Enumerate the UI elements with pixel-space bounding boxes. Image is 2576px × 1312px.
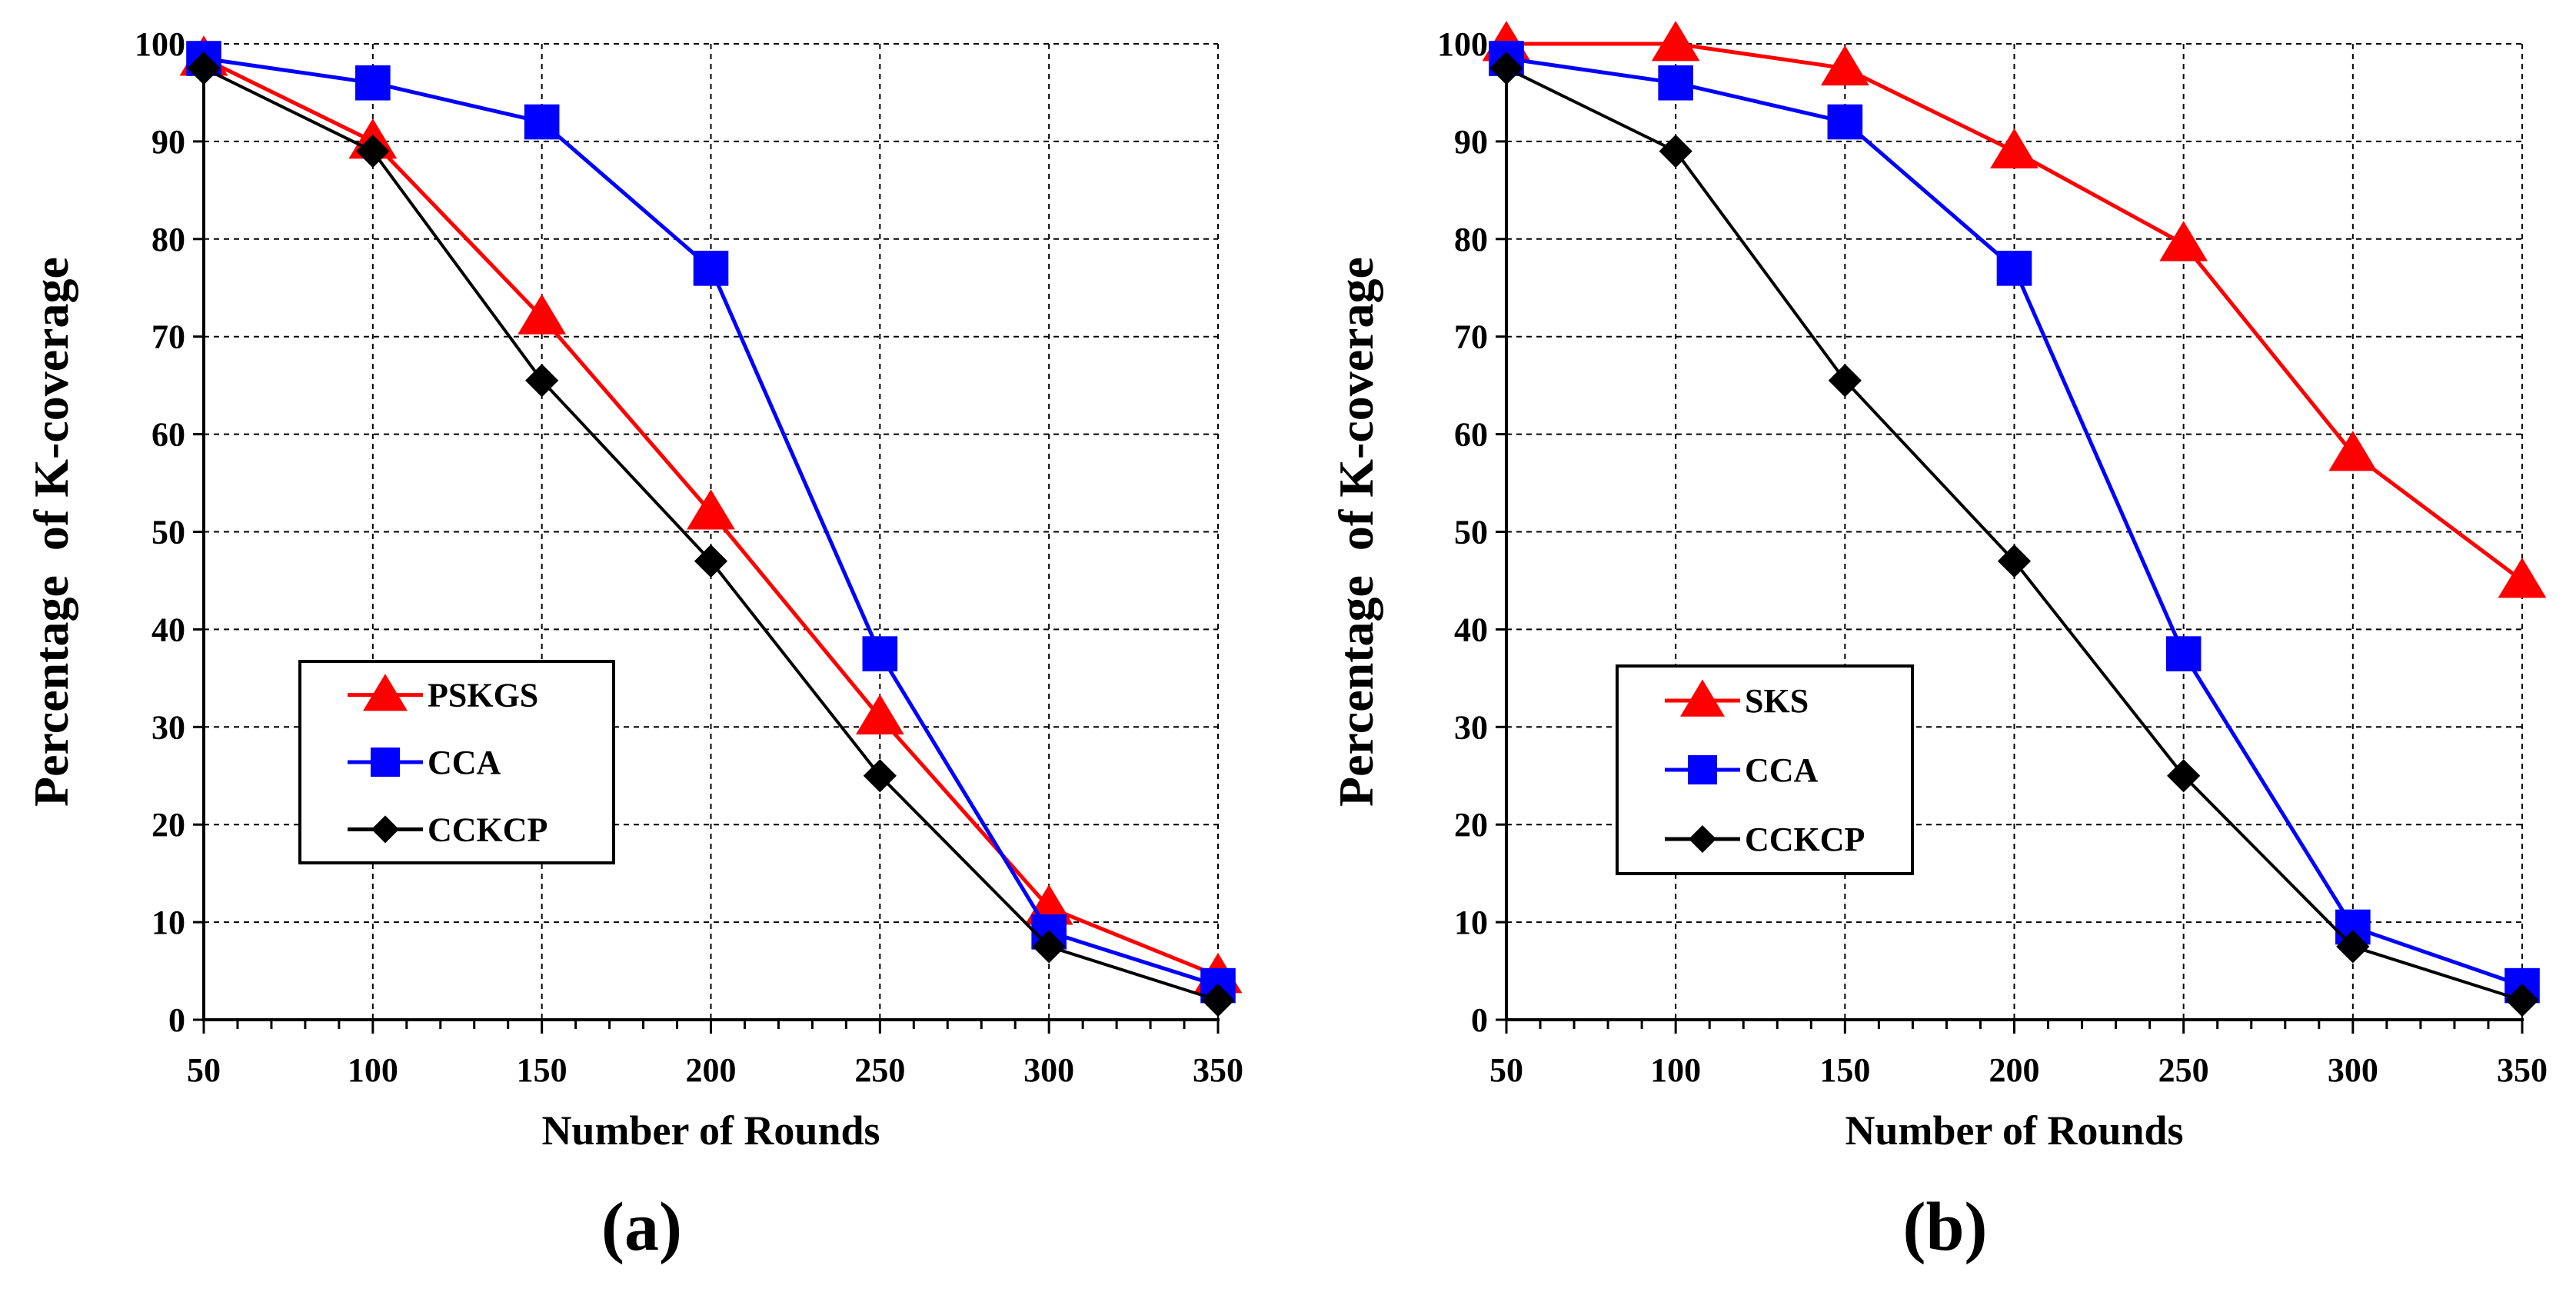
legend-label: CCA bbox=[428, 744, 501, 781]
y-axis-label: Percentage of K-coverage bbox=[1329, 257, 1383, 807]
y-tick-label: 50 bbox=[1454, 514, 1488, 551]
y-tick-label: 60 bbox=[1454, 416, 1488, 454]
y-tick-label: 100 bbox=[135, 25, 185, 63]
legend-label: CCKCP bbox=[428, 811, 547, 848]
panel-label: (b) bbox=[1903, 1189, 1988, 1265]
y-tick-label: 40 bbox=[1454, 611, 1488, 648]
data-point bbox=[2167, 759, 2201, 793]
legend-marker bbox=[1688, 755, 1717, 784]
chart-panel-1: 0 10 20 30 40 50 60 70 80 90 100 50 100 150 200 250 300 3… bbox=[24, 25, 1243, 1265]
panel-label: (a) bbox=[601, 1189, 682, 1265]
data-point bbox=[855, 694, 904, 735]
y-tick-label: 90 bbox=[1454, 123, 1488, 161]
y-tick-label: 30 bbox=[151, 708, 185, 746]
y-tick-label: 20 bbox=[1454, 806, 1488, 844]
y-axis-label: Percentage of K-coverage bbox=[24, 257, 78, 807]
data-point bbox=[1990, 128, 2039, 169]
data-point bbox=[1651, 21, 1700, 62]
x-tick-label: 300 bbox=[2328, 1051, 2378, 1089]
data-point bbox=[1828, 364, 1862, 398]
y-tick-label: 0 bbox=[1471, 1001, 1488, 1039]
y-tick-label: 60 bbox=[151, 416, 185, 454]
x-tick-label: 100 bbox=[1650, 1051, 1701, 1089]
x-tick-label: 300 bbox=[1023, 1051, 1074, 1089]
chart-panel-2: 0 10 20 30 40 50 60 70 80 90 100 50 100 150 200 250 300 3… bbox=[1329, 21, 2548, 1265]
data-point bbox=[1820, 45, 1869, 86]
x-axis-label: Number of Rounds bbox=[541, 1107, 880, 1154]
data-point bbox=[1201, 984, 1235, 1017]
data-point bbox=[687, 489, 735, 530]
legend-label: PSKGS bbox=[428, 677, 538, 714]
x-tick-label: 250 bbox=[2158, 1051, 2209, 1089]
y-tick-label: 70 bbox=[1454, 318, 1488, 356]
y-tick-label: 80 bbox=[151, 221, 185, 258]
x-tick-label: 250 bbox=[854, 1051, 905, 1089]
series-cckcp bbox=[187, 52, 1235, 1017]
legend-label: SKS bbox=[1745, 682, 1809, 720]
y-tick-label: 100 bbox=[1437, 25, 1488, 63]
data-point bbox=[2505, 984, 2539, 1017]
data-point bbox=[1659, 134, 1692, 168]
x-tick-label: 50 bbox=[187, 1051, 221, 1089]
data-point bbox=[355, 65, 391, 101]
y-tick-label: 50 bbox=[151, 514, 185, 551]
y-tick-label: 10 bbox=[1454, 904, 1488, 941]
x-axis-label: Number of Rounds bbox=[1845, 1107, 2183, 1154]
legend-marker bbox=[1689, 825, 1716, 853]
y-tick-label: 10 bbox=[151, 904, 185, 941]
x-tick-label: 350 bbox=[1193, 1051, 1243, 1089]
legend: SKS CCA CCKCP bbox=[1616, 664, 1914, 875]
x-tick-label: 200 bbox=[686, 1051, 737, 1089]
x-tick-label: 200 bbox=[1989, 1051, 2040, 1089]
data-point bbox=[2159, 221, 2208, 261]
y-tick-label: 0 bbox=[168, 1001, 185, 1039]
legend-label: CCKCP bbox=[1745, 821, 1865, 858]
data-point bbox=[356, 134, 390, 168]
x-tick-label: 100 bbox=[348, 1051, 398, 1089]
y-tick-label: 80 bbox=[1454, 221, 1488, 258]
data-point bbox=[694, 544, 728, 578]
y-tick-label: 20 bbox=[151, 806, 185, 844]
legend-marker bbox=[1680, 679, 1725, 717]
legend-marker bbox=[371, 748, 400, 777]
x-tick-label: 150 bbox=[1819, 1051, 1870, 1089]
data-point bbox=[862, 636, 898, 671]
legend-marker bbox=[371, 815, 399, 844]
data-point bbox=[2498, 558, 2547, 598]
data-point bbox=[525, 364, 559, 398]
y-tick-label: 30 bbox=[1454, 708, 1488, 746]
data-point bbox=[1658, 65, 1693, 101]
legend-marker bbox=[363, 674, 408, 711]
legend: PSKGS CCA CCKCP bbox=[298, 660, 615, 864]
data-point bbox=[524, 104, 560, 140]
y-tick-label: 40 bbox=[151, 611, 185, 648]
data-point bbox=[693, 251, 729, 286]
data-point bbox=[1997, 544, 2032, 578]
data-point bbox=[2165, 636, 2202, 671]
data-point bbox=[1827, 104, 1863, 140]
data-point bbox=[1032, 930, 1066, 964]
legend-label: CCA bbox=[1745, 751, 1819, 789]
data-point bbox=[187, 52, 221, 85]
x-tick-label: 50 bbox=[1489, 1051, 1523, 1089]
data-point bbox=[1489, 52, 1523, 85]
data-point bbox=[2336, 930, 2370, 964]
y-tick-label: 90 bbox=[151, 123, 185, 161]
x-tick-label: 350 bbox=[2497, 1051, 2548, 1089]
y-tick-label: 70 bbox=[151, 318, 185, 356]
data-point bbox=[863, 759, 897, 793]
data-point bbox=[1996, 251, 2032, 286]
data-point bbox=[2328, 431, 2378, 471]
x-tick-label: 150 bbox=[517, 1051, 567, 1089]
data-point bbox=[518, 294, 567, 335]
series-cckcp bbox=[1489, 52, 2539, 1017]
